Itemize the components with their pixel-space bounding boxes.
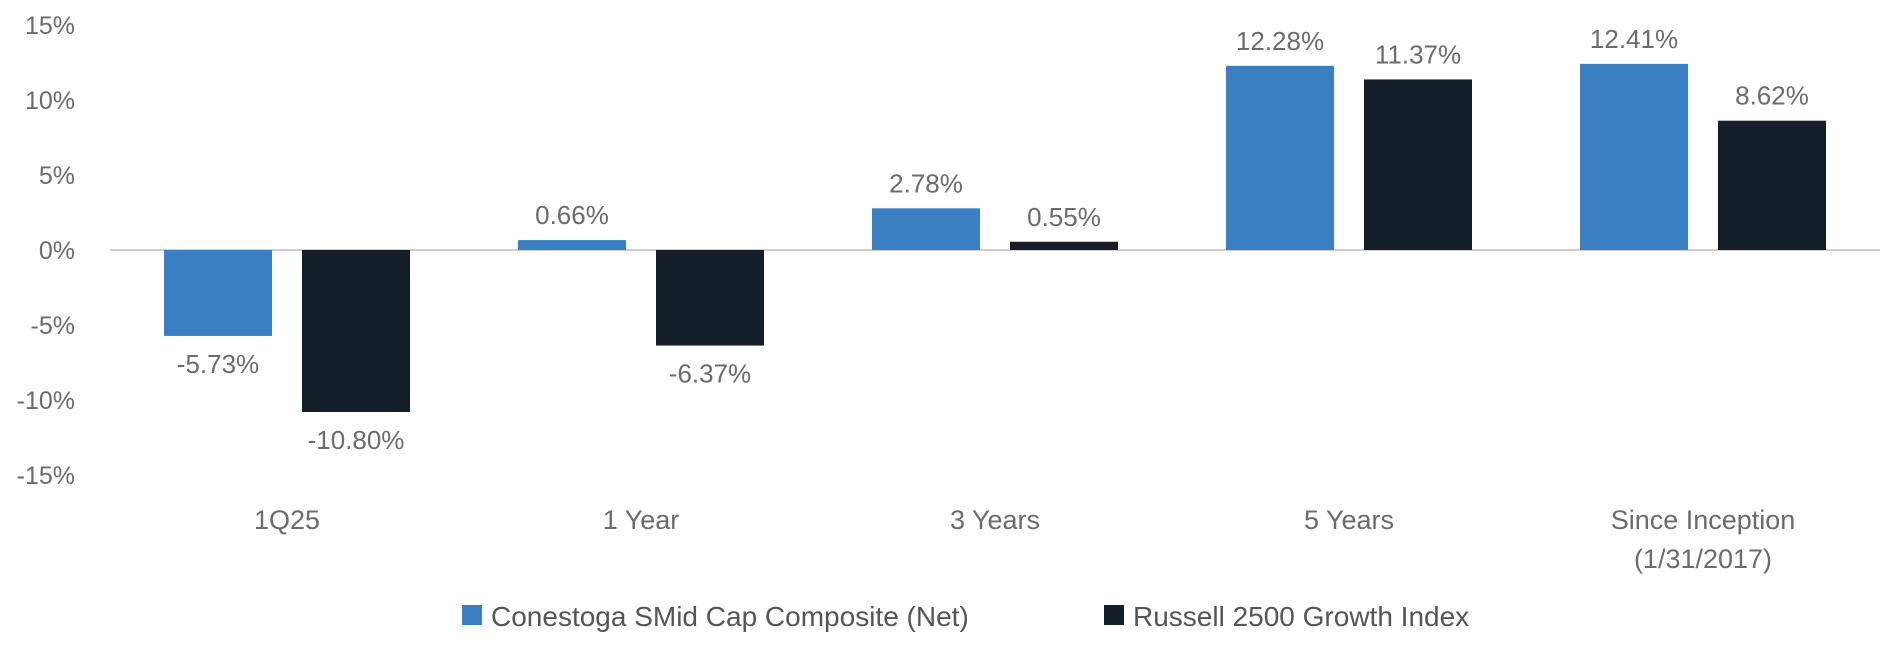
x-tick-label: 5 Years (1304, 505, 1394, 535)
data-label: 0.55% (1027, 202, 1101, 232)
bar-series-2-4 (1364, 79, 1472, 250)
y-axis: 15% 10% 5% 0% -5% -10% -15% (17, 12, 75, 490)
bar-series-2-5 (1718, 120, 1826, 250)
data-label: 8.62% (1735, 81, 1809, 111)
data-label: 2.78% (889, 168, 963, 198)
data-label: -6.37% (669, 359, 751, 389)
legend-swatch (462, 605, 482, 625)
bar-series-2-1 (302, 250, 410, 412)
y-tick-label: -15% (17, 462, 75, 490)
data-label-group: -5.73% -10.80% 0.66% -6.37% 2.78% 0.55% 12.28%… (177, 24, 1809, 455)
data-label: 12.28% (1236, 26, 1324, 56)
y-tick-label: 15% (25, 12, 75, 40)
data-label: 11.37% (1375, 39, 1461, 69)
bar-series-1-5 (1580, 63, 1688, 250)
x-axis-category-labels: 1Q25 1 Year 3 Years 5 Years Since Inception (… (254, 505, 1795, 574)
bar-series-2-3 (1010, 241, 1118, 250)
legend-label: Conestoga SMid Cap Composite (Net) (491, 601, 969, 632)
bar-series-1-4 (1226, 65, 1334, 250)
bar-series-1-2 (518, 240, 626, 250)
data-label: 12.41% (1590, 24, 1678, 54)
y-tick-label: -5% (31, 312, 75, 340)
legend-label: Russell 2500 Growth Index (1133, 601, 1469, 632)
bar-series-1-3 (872, 208, 980, 250)
data-label: -5.73% (177, 349, 259, 379)
bar-group (164, 63, 1826, 412)
x-tick-label: 1Q25 (254, 505, 320, 535)
bar-series-1-1 (164, 250, 272, 336)
y-tick-label: 10% (25, 87, 75, 115)
x-tick-label: (1/31/2017) (1634, 544, 1772, 574)
data-label: -10.80% (308, 425, 405, 455)
legend: Conestoga SMid Cap Composite (Net) Russel… (462, 601, 1469, 632)
y-tick-label: 0% (39, 237, 75, 265)
data-label: 0.66% (535, 200, 609, 230)
legend-swatch (1104, 605, 1124, 625)
x-tick-label: 1 Year (603, 505, 680, 535)
x-tick-label: Since Inception (1611, 505, 1796, 535)
x-tick-label: 3 Years (950, 505, 1040, 535)
y-tick-label: -10% (17, 387, 75, 415)
bar-series-2-2 (656, 250, 764, 346)
y-tick-label: 5% (39, 162, 75, 190)
